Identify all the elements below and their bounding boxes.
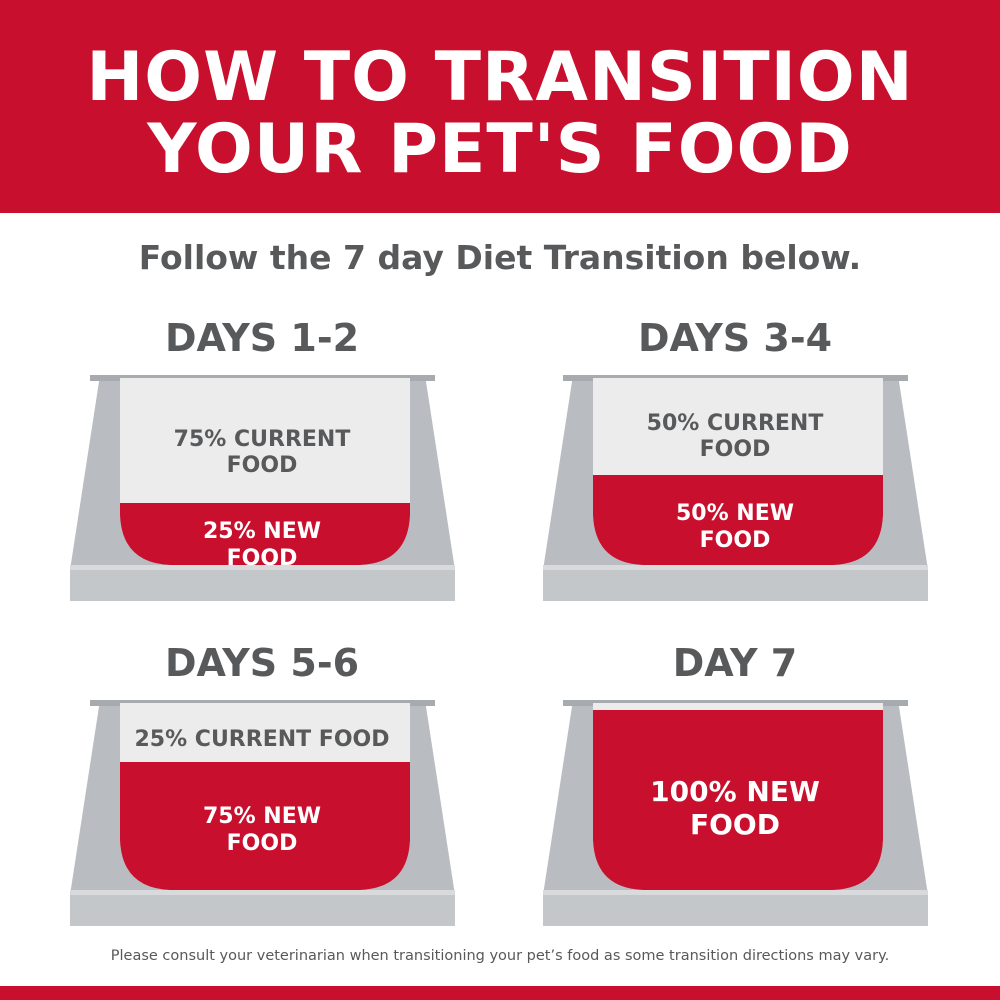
bowl-base-top (70, 890, 455, 895)
bowl-base (70, 890, 455, 926)
current-food: 25% CURRENT FOOD (134, 727, 390, 752)
current-food: 50% CURRENT FOOD (646, 411, 824, 462)
bowl-base (543, 565, 928, 601)
bowl-base (70, 565, 455, 601)
footer-bar (0, 986, 1000, 1000)
panel-heading: DAYS 3-4 (637, 316, 833, 360)
new-food: 50% NEW FOOD (675, 501, 795, 553)
panel-heading: DAYS 5-6 (164, 641, 360, 685)
new-food: 75% NEW FOOD (202, 804, 322, 856)
footer-note: Please consult your veterinarian when tr… (110, 948, 890, 964)
title-line: YOUR PET'S FOOD (147, 110, 853, 189)
bowl-base (543, 890, 928, 926)
new-food: 25% NEW FOOD (202, 519, 322, 571)
title-line: HOW TO TRANSITION (86, 38, 914, 117)
bowl-base-top (70, 565, 455, 570)
new-food: 100% NEW FOOD (650, 775, 820, 841)
food-new (120, 503, 410, 565)
bowl-base-top (543, 890, 928, 895)
food-new (593, 710, 883, 890)
bowl-base-top (543, 565, 928, 570)
food-new (120, 762, 410, 890)
panel-heading: DAY 7 (672, 641, 798, 685)
current-food: 75% CURRENT FOOD (173, 427, 351, 478)
panel-heading: DAYS 1-2 (164, 316, 360, 360)
header: HOW TO TRANSITION YOUR PET'S FOOD (0, 0, 1000, 213)
subtitle: Follow the 7 day Diet Transition below. (138, 238, 862, 277)
food-new (593, 475, 883, 565)
